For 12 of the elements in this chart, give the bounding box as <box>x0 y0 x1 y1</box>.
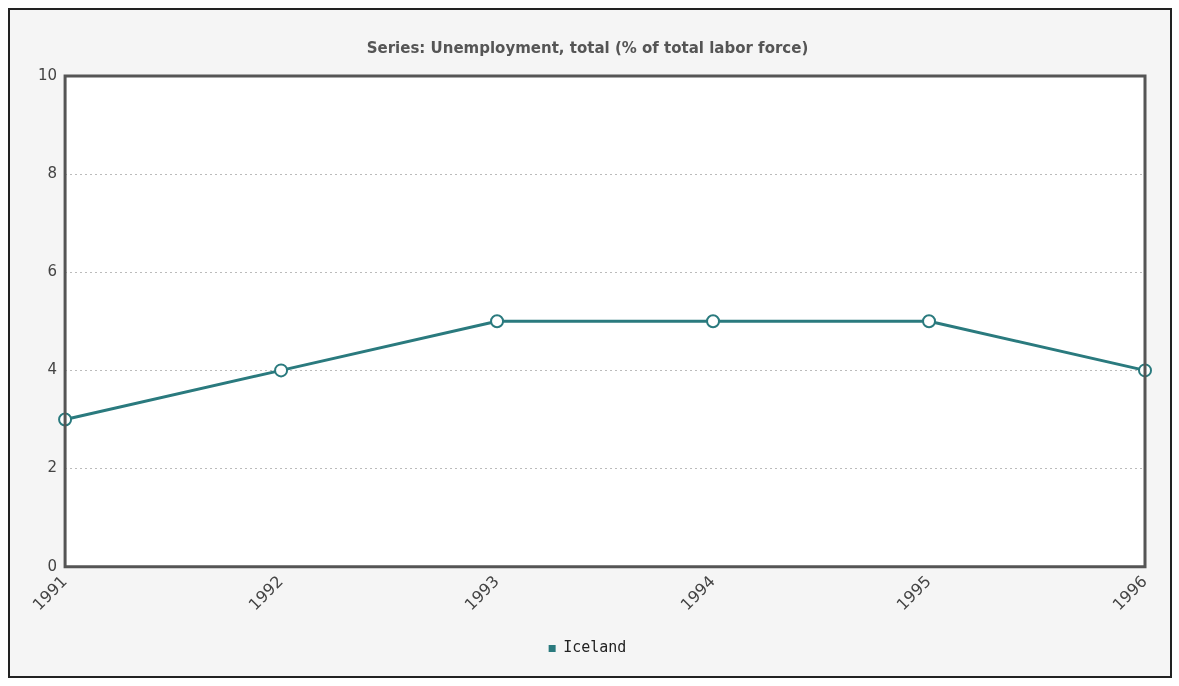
y-tick-label: 4 <box>47 360 58 379</box>
y-tick-label: 6 <box>47 262 58 281</box>
y-tick-label: 2 <box>47 458 58 477</box>
y-tick-label: 10 <box>37 65 58 84</box>
y-tick-label: 8 <box>47 164 58 183</box>
legend-label: Iceland <box>563 638 627 657</box>
point <box>274 363 289 378</box>
chart-title: Series: Unemployment, total (% of total labor force) <box>366 38 809 57</box>
point <box>706 314 721 329</box>
point <box>922 314 937 329</box>
y-tick-label: 0 <box>47 556 58 575</box>
point <box>490 314 505 329</box>
